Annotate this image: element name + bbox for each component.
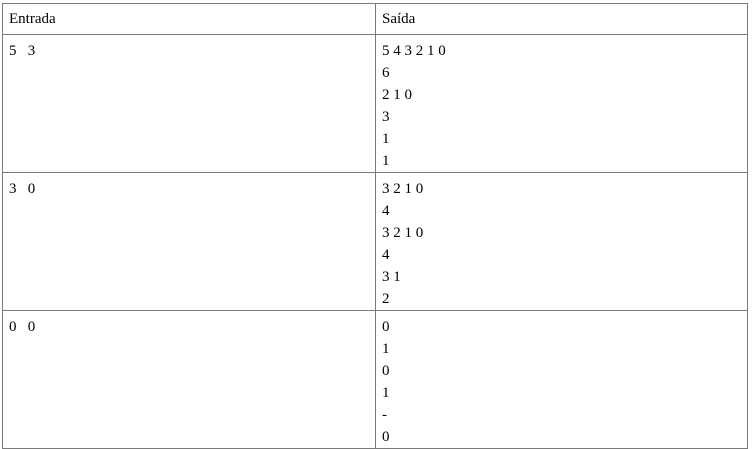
output-cell: 0 1 0 1 - 0 — [375, 310, 748, 449]
output-line: 1 — [382, 131, 390, 147]
output-line: 1 — [382, 385, 390, 401]
output-line: - — [382, 407, 387, 423]
output-line: 3 1 — [382, 269, 401, 285]
input-value: 3 0 — [9, 181, 36, 197]
input-cell: 0 0 — [2, 310, 376, 449]
output-line: 3 2 1 0 — [382, 225, 424, 241]
output-line: 2 — [382, 291, 390, 307]
output-line: 0 — [382, 429, 390, 445]
input-value: 5 3 — [9, 43, 36, 59]
output-cell: 3 2 1 0 4 3 2 1 0 4 3 1 2 — [375, 172, 748, 311]
table-row: 5 3 5 4 3 2 1 0 6 2 1 0 3 1 1 — [2, 34, 748, 173]
input-column-header: Entrada — [2, 3, 376, 35]
output-line: 0 — [382, 319, 390, 335]
io-example-table: Entrada Saída 5 3 5 4 3 2 1 0 6 2 1 0 3 … — [2, 3, 748, 449]
input-value: 0 0 — [9, 319, 36, 335]
output-line: 6 — [382, 65, 390, 81]
output-line: 2 1 0 — [382, 87, 412, 103]
table-header-row: Entrada Saída — [2, 3, 748, 35]
table-row: 0 0 0 1 0 1 - 0 — [2, 310, 748, 449]
output-line: 4 — [382, 247, 390, 263]
output-line: 3 — [382, 109, 390, 125]
output-line: 1 — [382, 153, 390, 169]
input-cell: 3 0 — [2, 172, 376, 311]
output-column-header: Saída — [375, 3, 748, 35]
table-row: 3 0 3 2 1 0 4 3 2 1 0 4 3 1 2 — [2, 172, 748, 311]
output-cell: 5 4 3 2 1 0 6 2 1 0 3 1 1 — [375, 34, 748, 173]
input-cell: 5 3 — [2, 34, 376, 173]
output-line: 4 — [382, 203, 390, 219]
output-line: 0 — [382, 363, 390, 379]
output-line: 3 2 1 0 — [382, 181, 424, 197]
output-line: 1 — [382, 341, 390, 357]
output-line: 5 4 3 2 1 0 — [382, 43, 446, 59]
